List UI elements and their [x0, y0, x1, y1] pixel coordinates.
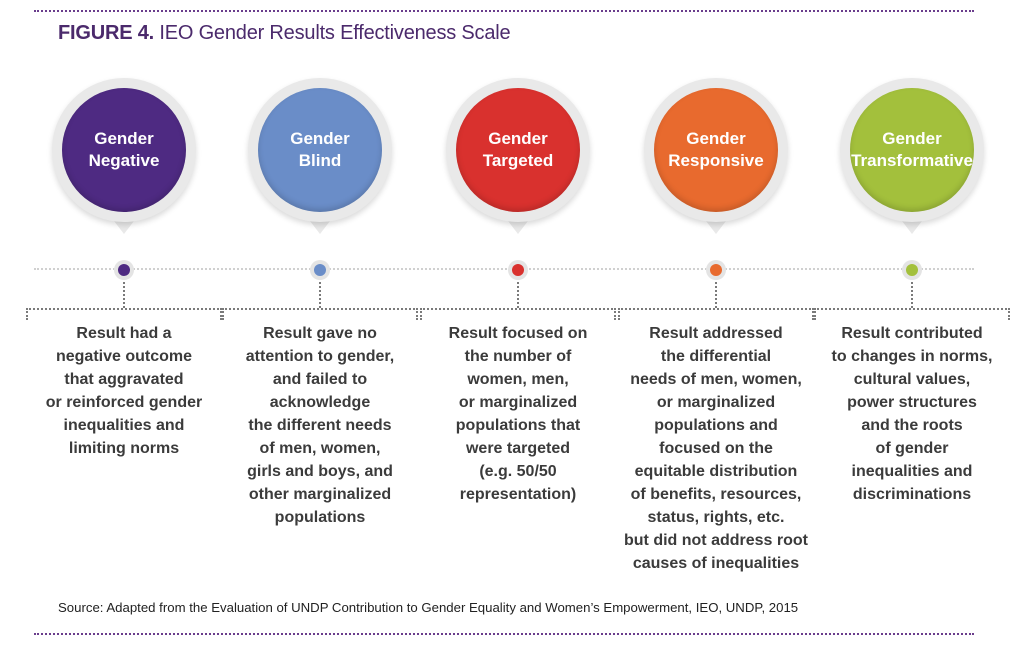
- stage-gender-blind: Gender Blind Result gave no attention to…: [222, 78, 418, 578]
- stage-circle: Gender Negative: [62, 88, 186, 212]
- stage-description: Result gave no attention to gender, and …: [245, 325, 395, 526]
- stage-description: Result focused on the number of women, m…: [448, 325, 588, 503]
- stage-description: Result contributed to changes in norms, …: [831, 325, 993, 503]
- stage-description-box: Result had a negative outcome that aggra…: [26, 308, 222, 460]
- stage-gender-transformative: Gender Transformative Result contributed…: [814, 78, 1010, 578]
- stage-description: Result had a negative outcome that aggra…: [45, 325, 203, 457]
- timeline-marker: [902, 260, 922, 280]
- timeline-marker: [114, 260, 134, 280]
- stage-name: Gender Responsive: [668, 129, 764, 170]
- stage-circle: Gender Targeted: [456, 88, 580, 212]
- stage-description-box: Result gave no attention to gender, and …: [222, 308, 418, 529]
- effectiveness-scale-diagram: Gender Negative Result had a negative ou…: [26, 78, 1010, 578]
- stage-description-box: Result addressed the differential needs …: [618, 308, 814, 575]
- stage-gender-negative: Gender Negative Result had a negative ou…: [26, 78, 222, 578]
- source-note: Source: Adapted from the Evaluation of U…: [58, 600, 799, 615]
- timeline-marker: [706, 260, 726, 280]
- connector-stem: [319, 282, 321, 308]
- stage-name: Gender Targeted: [482, 129, 554, 170]
- timeline-marker: [310, 260, 330, 280]
- figure-title: FIGURE 4. IEO Gender Results Effectivene…: [58, 22, 511, 45]
- stage-circle: Gender Responsive: [654, 88, 778, 212]
- timeline-line: [34, 268, 974, 270]
- top-dotted-rule: [34, 10, 974, 12]
- connector-stem: [123, 282, 125, 308]
- stage-circle: Gender Blind: [258, 88, 382, 212]
- stage-gender-targeted: Gender Targeted Result focused on the nu…: [420, 78, 616, 578]
- figure-title-text: IEO Gender Results Effectiveness Scale: [159, 22, 511, 44]
- figure-label: FIGURE 4.: [58, 22, 154, 44]
- stage-circle: Gender Transformative: [850, 88, 974, 212]
- connector-stem: [911, 282, 913, 308]
- stage-gender-responsive: Gender Responsive Result addressed the d…: [618, 78, 814, 578]
- stage-description: Result addressed the differential needs …: [624, 325, 808, 572]
- bottom-dotted-rule: [34, 633, 974, 635]
- timeline-marker: [508, 260, 528, 280]
- connector-stem: [517, 282, 519, 308]
- stage-name: Gender Negative: [88, 129, 160, 170]
- stage-name: Gender Blind: [290, 129, 350, 170]
- stage-description-box: Result focused on the number of women, m…: [420, 308, 616, 506]
- connector-stem: [715, 282, 717, 308]
- stage-name: Gender Transformative: [851, 129, 973, 170]
- stage-description-box: Result contributed to changes in norms, …: [814, 308, 1010, 506]
